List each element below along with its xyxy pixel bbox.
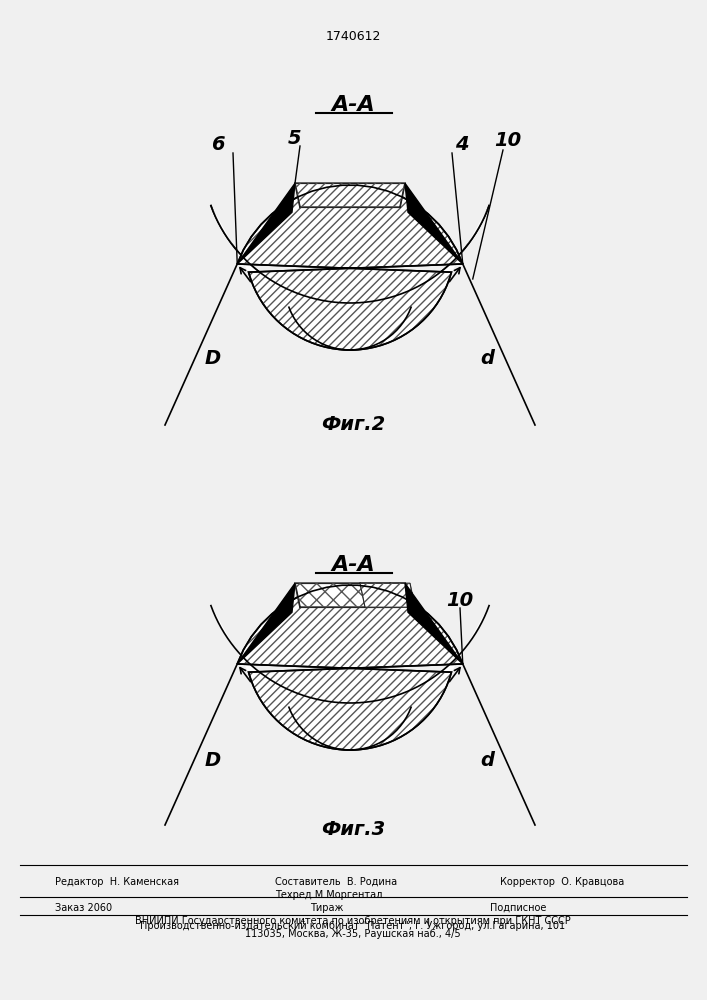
Polygon shape bbox=[295, 583, 405, 607]
Text: Заказ 2060: Заказ 2060 bbox=[55, 903, 112, 913]
Polygon shape bbox=[295, 183, 405, 207]
Text: D: D bbox=[205, 349, 221, 367]
Text: Производственно-издательский комбинат "Патент", г. Ужгород, ул.Гагарина, 101: Производственно-издательский комбинат "П… bbox=[141, 921, 566, 931]
Text: Составитель  В. Родина: Составитель В. Родина bbox=[275, 877, 397, 887]
Polygon shape bbox=[238, 583, 295, 664]
Polygon shape bbox=[405, 183, 463, 264]
Text: 5: 5 bbox=[288, 128, 302, 147]
Text: 7: 7 bbox=[398, 590, 411, 609]
Polygon shape bbox=[238, 585, 463, 750]
Text: 1740612: 1740612 bbox=[325, 30, 380, 43]
Text: A-A: A-A bbox=[331, 555, 375, 575]
Text: D: D bbox=[205, 750, 221, 770]
Text: Подписное: Подписное bbox=[490, 903, 547, 913]
Text: 113035, Москва, Ж-35, Раушская наб., 4/5: 113035, Москва, Ж-35, Раушская наб., 4/5 bbox=[245, 929, 461, 939]
Text: Тираж: Тираж bbox=[310, 903, 344, 913]
Polygon shape bbox=[360, 583, 415, 607]
Text: 8: 8 bbox=[278, 598, 292, 617]
Text: d: d bbox=[480, 750, 494, 770]
Text: ВНИИПИ Государственного комитета по изобретениям и открытиям при ГКНТ СССР: ВНИИПИ Государственного комитета по изоб… bbox=[135, 916, 571, 926]
Text: Техред М.Моргентал: Техред М.Моргентал bbox=[275, 890, 382, 900]
Polygon shape bbox=[211, 206, 489, 350]
Text: Фиг.2: Фиг.2 bbox=[321, 415, 385, 434]
Polygon shape bbox=[211, 606, 489, 750]
Text: 10: 10 bbox=[494, 130, 522, 149]
Text: 4: 4 bbox=[455, 135, 469, 154]
Text: Корректор  О. Кравцова: Корректор О. Кравцова bbox=[500, 877, 624, 887]
Text: d: d bbox=[480, 349, 494, 367]
Text: 6: 6 bbox=[211, 135, 225, 154]
Text: Фиг.3: Фиг.3 bbox=[321, 820, 385, 839]
Polygon shape bbox=[405, 583, 463, 664]
Text: 10: 10 bbox=[446, 590, 474, 609]
Polygon shape bbox=[238, 183, 295, 264]
Polygon shape bbox=[238, 185, 463, 350]
Text: Редактор  Н. Каменская: Редактор Н. Каменская bbox=[55, 877, 179, 887]
Text: A-A: A-A bbox=[331, 95, 375, 115]
Text: 9: 9 bbox=[351, 590, 365, 609]
